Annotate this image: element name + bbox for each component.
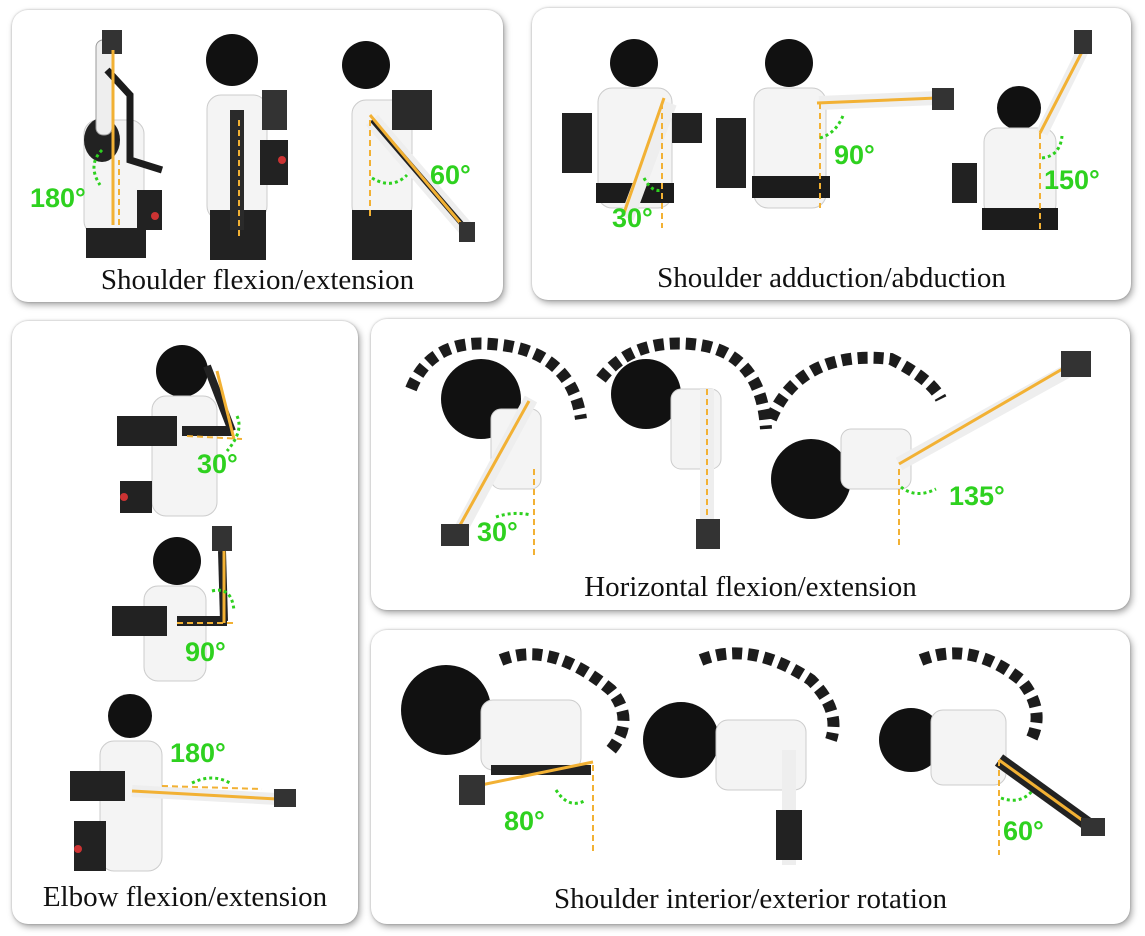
angle-label: 30° [477, 517, 518, 547]
panel-shoulder-abduction: 30° 90° 150° Shoulder adduction/abductio… [532, 8, 1131, 300]
panel-caption: Shoulder interior/exterior rotation [553, 883, 947, 915]
rotation-photos [401, 647, 1105, 865]
person-horizontal-0 [596, 337, 772, 549]
person-arm-raised [83, 30, 164, 258]
person-abduction-90 [716, 39, 954, 209]
angle-label: 30° [612, 203, 653, 233]
person-abduction-30 [562, 39, 702, 228]
panel-caption: Horizontal flexion/extension [584, 571, 917, 603]
person-horizontal-30 [405, 337, 587, 559]
angle-label: 135° [949, 481, 1005, 511]
angle-label: 90° [834, 140, 875, 170]
angle-label: 180° [170, 738, 226, 768]
angle-label: 150° [1044, 165, 1100, 195]
person-rotation-0 [643, 647, 840, 865]
panel-elbow: 30° 90° 180° Elbow flexion/extension [12, 321, 358, 924]
person-arm-60 [342, 41, 475, 260]
person-elbow-180 [70, 694, 296, 872]
panel-caption: Elbow flexion/extension [42, 881, 328, 913]
person-elbow-90 [112, 526, 237, 682]
angle-label: 90° [185, 637, 226, 667]
panel-rotation: 80° 60° Shoulder interior/exterior rotat… [371, 630, 1130, 924]
angle-label: 60° [430, 160, 471, 190]
person-abduction-150 [952, 30, 1092, 233]
panel-shoulder-flexion: 180° 60° Shoulder flexion/extension [12, 10, 503, 302]
panel-caption: Shoulder adduction/abduction [657, 262, 1006, 294]
person-neutral [206, 34, 288, 260]
horizontal-photos [405, 337, 1091, 559]
shoulder-flexion-photos [83, 30, 475, 260]
person-horizontal-135 [765, 351, 1091, 549]
angle-label: 180° [30, 183, 86, 213]
angle-label: 60° [1003, 816, 1044, 846]
person-elbow-30 [117, 345, 243, 517]
panel-horizontal: 30° 135° Horizontal flexion/extension [371, 319, 1130, 610]
person-rotation-60 [879, 647, 1105, 855]
angle-label: 30° [197, 449, 238, 479]
elbow-photos [70, 345, 296, 872]
shoulder-abduction-photos [562, 30, 1092, 233]
panel-caption: Shoulder flexion/extension [100, 264, 415, 296]
person-rotation-80 [401, 648, 630, 855]
angle-label: 80° [504, 806, 545, 836]
